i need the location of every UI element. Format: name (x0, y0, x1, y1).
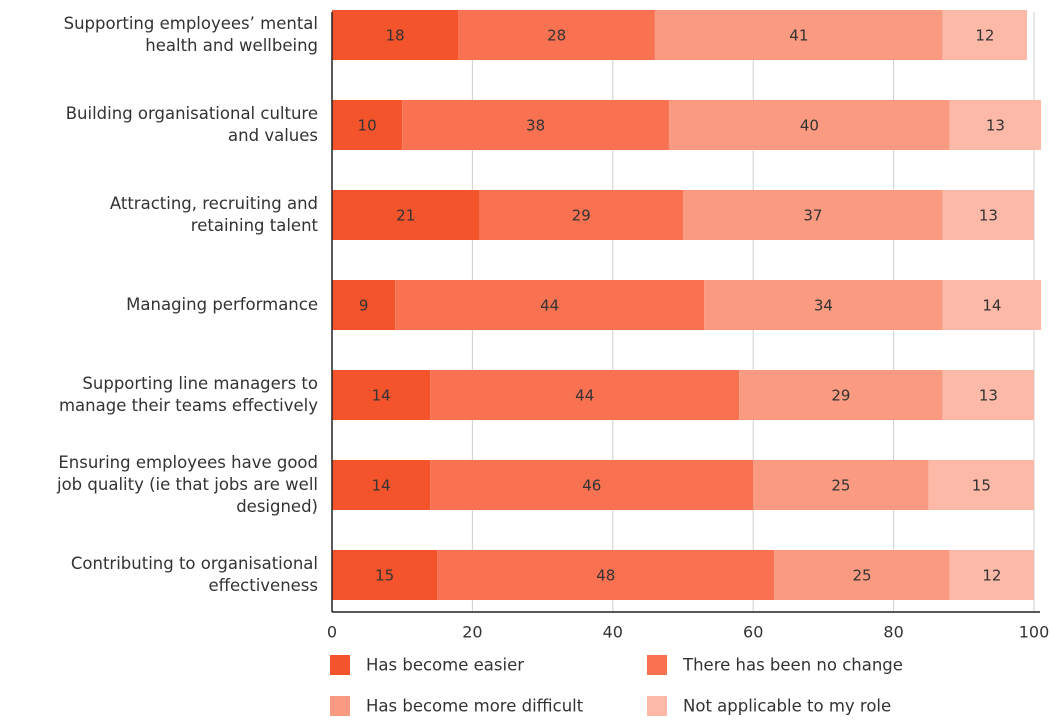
data-label: 10 (358, 117, 377, 135)
data-label: 29 (831, 387, 850, 405)
data-label: 18 (386, 27, 405, 45)
bar-segment (332, 100, 403, 150)
bar-segment (668, 100, 950, 150)
data-label: 38 (526, 117, 545, 135)
bar-segment (949, 100, 1042, 150)
data-label: 14 (982, 297, 1001, 315)
category-label: Supporting employees’ mental health and … (63, 14, 318, 55)
bar-segment (332, 460, 431, 510)
category-label: Ensuring employees have good job quality… (57, 453, 318, 516)
data-label: 14 (372, 477, 391, 495)
bar-segment (332, 370, 431, 420)
bar-segment (942, 190, 1034, 240)
data-label: 12 (975, 27, 994, 45)
data-label: 28 (547, 27, 566, 45)
bar-segment (928, 460, 1034, 510)
bar-segment (942, 370, 1034, 420)
bar-segment (402, 100, 669, 150)
bar-segment (332, 190, 480, 240)
x-tick-label: 40 (603, 623, 623, 642)
bar-segment (739, 370, 943, 420)
bar-segment (332, 10, 459, 60)
data-label: 14 (372, 387, 391, 405)
x-tick-label: 100 (1019, 623, 1050, 642)
legend-label: Not applicable to my role (683, 697, 891, 716)
x-tick-label: 20 (462, 623, 482, 642)
data-label: 34 (814, 297, 833, 315)
legend-swatch (647, 696, 667, 716)
bar-segment (654, 10, 943, 60)
legend-label: There has been no change (682, 656, 903, 675)
data-label: 44 (575, 387, 594, 405)
bar-segment (430, 370, 740, 420)
bar-segment (458, 10, 655, 60)
category-label: Attracting, recruiting and retaining tal… (109, 194, 318, 235)
legend-swatch (330, 696, 350, 716)
data-label: 41 (789, 27, 808, 45)
data-label: 40 (800, 117, 819, 135)
legend-swatch (647, 655, 667, 675)
data-label: 44 (540, 297, 559, 315)
x-tick-label: 0 (327, 623, 337, 642)
category-label: Contributing to organisational effective… (70, 554, 318, 595)
x-tick-label: 80 (883, 623, 903, 642)
data-label: 15 (375, 567, 394, 585)
data-label: 12 (982, 567, 1001, 585)
legend-label: Has become easier (366, 656, 524, 675)
bar-segment (949, 550, 1034, 600)
data-label: 48 (596, 567, 615, 585)
bar-segment (942, 280, 1042, 330)
x-tick-label: 60 (743, 623, 763, 642)
bar-segment (704, 280, 943, 330)
data-label: 13 (979, 387, 998, 405)
data-label: 25 (831, 477, 850, 495)
data-label: 21 (396, 207, 415, 225)
data-label: 13 (979, 207, 998, 225)
data-label: 37 (803, 207, 822, 225)
category-label: Supporting line managers to manage their… (58, 374, 318, 415)
data-label: 13 (986, 117, 1005, 135)
category-label: Building organisational culture and valu… (65, 104, 318, 145)
data-label: 9 (359, 297, 369, 315)
data-label: 25 (852, 567, 871, 585)
data-label: 46 (582, 477, 601, 495)
bar-segment (332, 280, 396, 330)
bar-segment (332, 550, 438, 600)
category-label: Managing performance (126, 295, 318, 314)
bar-segment (430, 460, 754, 510)
bar-segment (774, 550, 950, 600)
bar-segment (942, 10, 1027, 60)
data-label: 15 (972, 477, 991, 495)
legend-label: Has become more difficult (366, 697, 584, 716)
bar-segment (437, 550, 775, 600)
legend-swatch (330, 655, 350, 675)
data-label: 29 (572, 207, 591, 225)
bar-segment (395, 280, 705, 330)
bar-segment (683, 190, 943, 240)
bar-segment (479, 190, 683, 240)
bar-segment (753, 460, 929, 510)
